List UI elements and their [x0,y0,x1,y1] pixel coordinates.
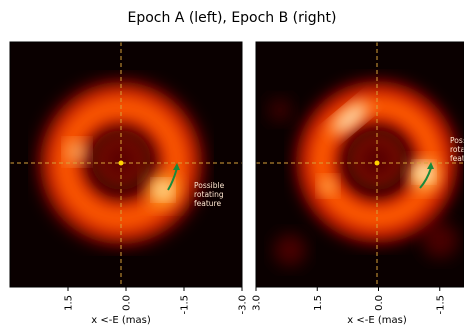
ring-highlight-upper-left [332,102,368,134]
panel-frame [255,41,464,288]
x-tick-label: 0.0 [374,295,385,311]
rotation-arrowhead [427,162,434,169]
annotation-label: Possible rotating feature [194,181,225,208]
annotation-label: Possible rotating feature [450,136,464,163]
ring-center [103,142,139,178]
rotation-arrowhead [173,163,180,170]
x-tick-label: -1.5 [435,295,446,315]
bg-blob-3 [268,98,292,122]
bg-blob-2 [422,222,458,258]
rotation-arrow [167,167,178,191]
center-marker [118,160,124,166]
x-axis-label: x <-E (mas) [347,315,407,326]
annotation-line-1: Possible [194,181,225,190]
panel-epoch-a: Possible rotating feature 1.5 0.0 -1.5 -3.0… [9,41,249,326]
x-tick-label: 1.5 [313,295,324,311]
ring-highlight-left [320,178,336,194]
x-tick-label: 1.5 [64,295,75,311]
panel-epoch-b: Possible rotating feature 3.01.50.0-1.5 … [252,41,464,326]
bright-spot-core [155,182,171,198]
annotation-line-3: feature [450,154,464,163]
figure-title: Epoch A (left), Epoch B (right) [127,10,337,26]
annotation-line-3: feature [194,199,221,208]
x-axis-label: x <-E (mas) [91,315,151,326]
x-ticks: 3.0 1.5 0.0 -1.5 [252,287,446,315]
rotation-arrow [419,167,432,189]
annotation-line-2: rotating [194,190,224,199]
center-marker [374,160,380,166]
x-ticks: 1.5 0.0 -1.5 -3.0 [64,287,249,315]
bg-blob-1 [274,234,306,266]
ring-highlight-left [67,142,87,162]
x-tick-label: 3.0 [252,295,263,311]
annotation-line-2: rotating [450,145,464,154]
ring-center [359,142,395,178]
annotation-line-1: Possible [450,136,464,145]
x-tick-label: -1.5 [180,295,191,315]
x-tick-label: 0.0 [122,295,133,311]
x-tick-label: -3.0 [238,295,249,315]
